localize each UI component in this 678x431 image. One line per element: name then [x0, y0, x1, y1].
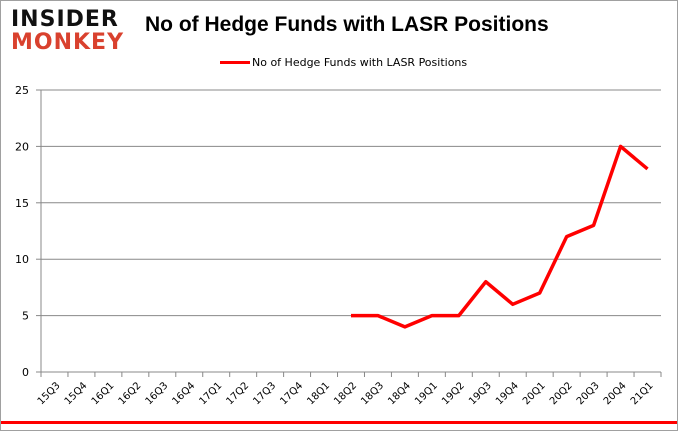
- series-line: [351, 144, 649, 329]
- x-tick-label: 19Q2: [440, 380, 467, 407]
- logo-line2: MONKEY: [11, 30, 125, 55]
- y-tick-label: 25: [15, 84, 29, 97]
- x-tick-label: 15Q3: [36, 380, 63, 407]
- x-tick-label: 16Q3: [144, 380, 171, 407]
- x-tick-label: 15Q4: [63, 380, 90, 407]
- chart-title: No of Hedge Funds with LASR Positions: [145, 13, 549, 36]
- y-tick-label: 5: [22, 310, 29, 323]
- x-tick-label: 18Q4: [386, 380, 413, 407]
- x-tick-label: 20Q2: [548, 380, 575, 407]
- x-tick-label: 19Q1: [413, 380, 440, 407]
- x-tick-label: 16Q1: [90, 380, 117, 407]
- x-tick-label: 17Q3: [251, 380, 278, 407]
- x-tick-label: 16Q2: [117, 380, 144, 407]
- x-tick-label: 17Q2: [224, 380, 251, 407]
- x-tick-label: 20Q1: [521, 380, 548, 407]
- legend-swatch: [220, 61, 250, 64]
- y-tick-label: 10: [15, 253, 29, 266]
- legend-label: No of Hedge Funds with LASR Positions: [252, 56, 468, 69]
- y-tick-label: 0: [22, 366, 29, 379]
- x-tick-label: 18Q2: [332, 380, 359, 407]
- x-tick-label: 21Q1: [629, 380, 656, 407]
- x-tick-label: 20Q4: [602, 380, 629, 407]
- x-tick-label: 20Q3: [575, 380, 602, 407]
- x-tick-label: 18Q1: [305, 380, 332, 407]
- legend: No of Hedge Funds with LASR Positions: [220, 56, 467, 69]
- x-tick-label: 16Q4: [171, 380, 198, 407]
- y-tick-label: 15: [15, 197, 29, 210]
- x-tick-label: 19Q3: [467, 380, 494, 407]
- bottom-accent-bar: [1, 421, 677, 424]
- x-tick-label: 17Q4: [278, 380, 305, 407]
- logo-line1: INSIDER: [11, 7, 119, 32]
- x-tick-label: 18Q3: [359, 380, 386, 407]
- x-tick-label: 17Q1: [197, 380, 224, 407]
- y-tick-label: 20: [15, 140, 29, 153]
- insider-monkey-logo: INSIDER MONKEY: [11, 9, 126, 55]
- x-tick-label: 19Q4: [494, 380, 521, 407]
